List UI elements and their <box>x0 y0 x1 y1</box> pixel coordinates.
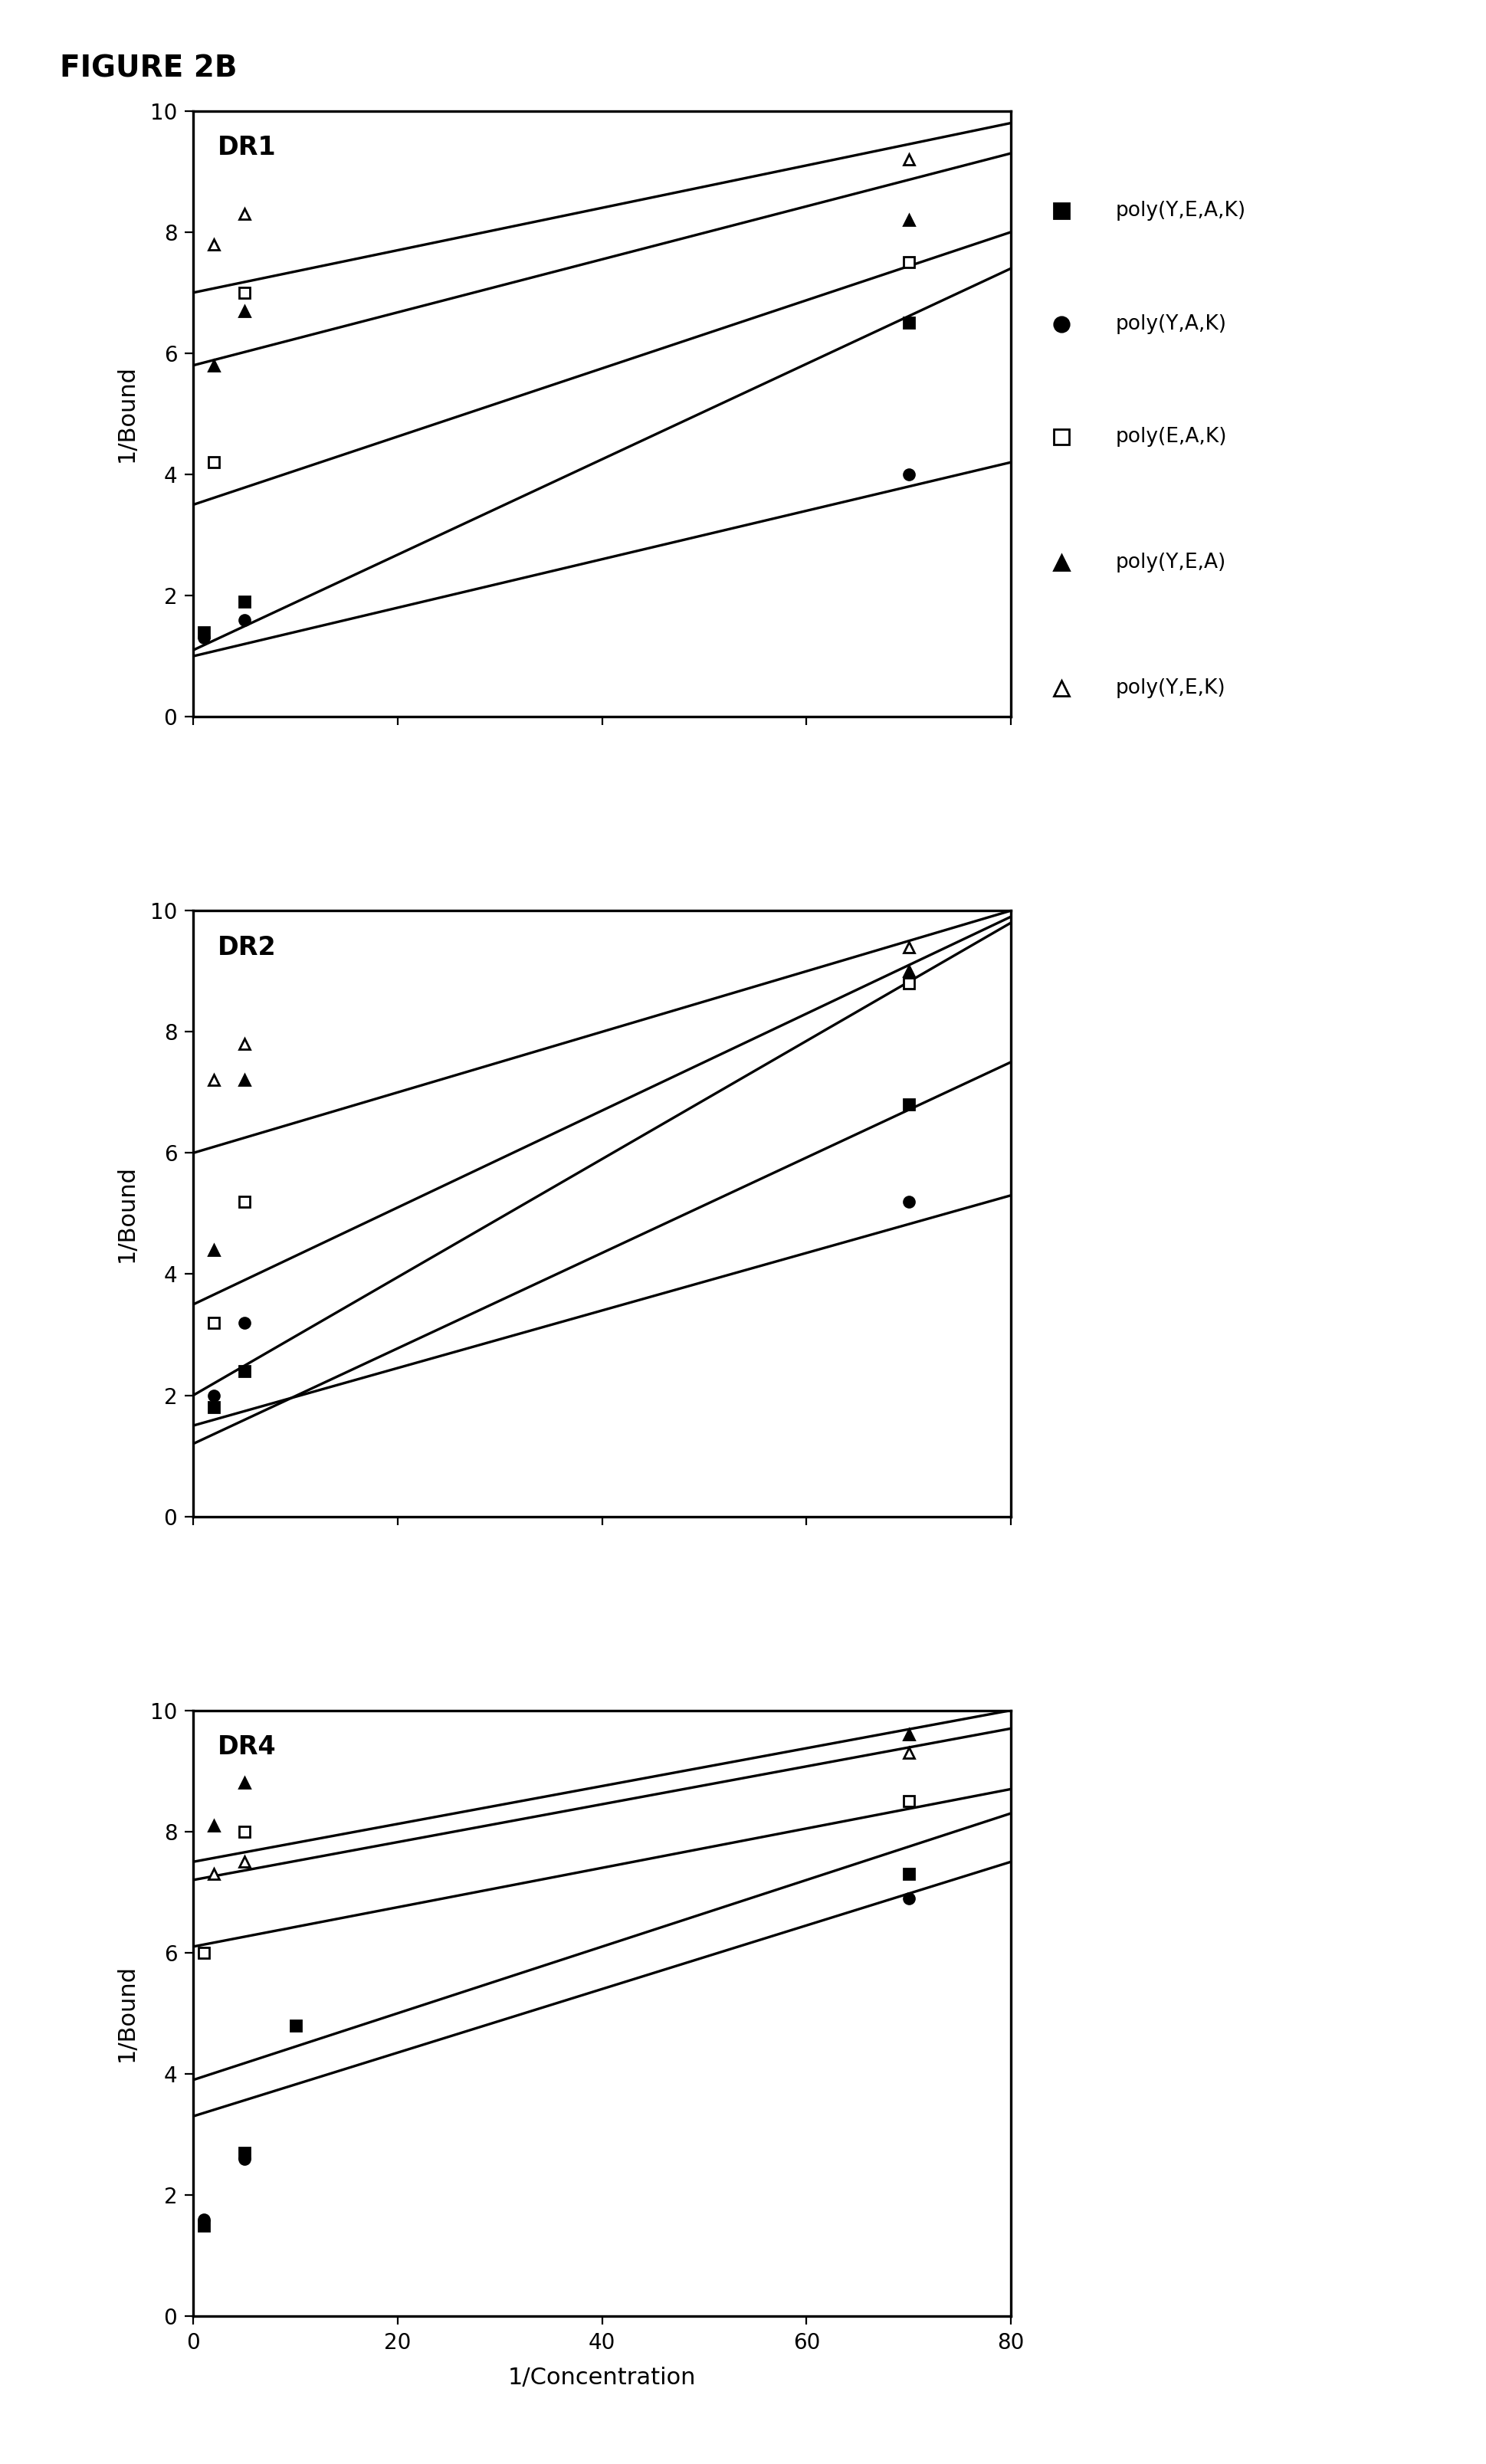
Y-axis label: 1/Bound: 1/Bound <box>114 365 137 463</box>
Text: DR4: DR4 <box>217 1735 276 1759</box>
Text: DR1: DR1 <box>217 136 276 160</box>
Text: poly(Y,A,K): poly(Y,A,K) <box>1114 313 1226 335</box>
Text: poly(Y,E,A): poly(Y,E,A) <box>1114 552 1226 572</box>
Y-axis label: 1/Bound: 1/Bound <box>114 1964 137 2062</box>
Text: poly(E,A,K): poly(E,A,K) <box>1114 426 1226 446</box>
Y-axis label: 1/Bound: 1/Bound <box>114 1165 137 1262</box>
Text: DR2: DR2 <box>217 934 276 961</box>
X-axis label: 1/Concentration: 1/Concentration <box>508 2365 695 2388</box>
Text: poly(Y,E,K): poly(Y,E,K) <box>1114 678 1224 697</box>
Text: FIGURE 2B: FIGURE 2B <box>59 54 236 84</box>
Text: poly(Y,E,A,K): poly(Y,E,A,K) <box>1114 202 1245 222</box>
